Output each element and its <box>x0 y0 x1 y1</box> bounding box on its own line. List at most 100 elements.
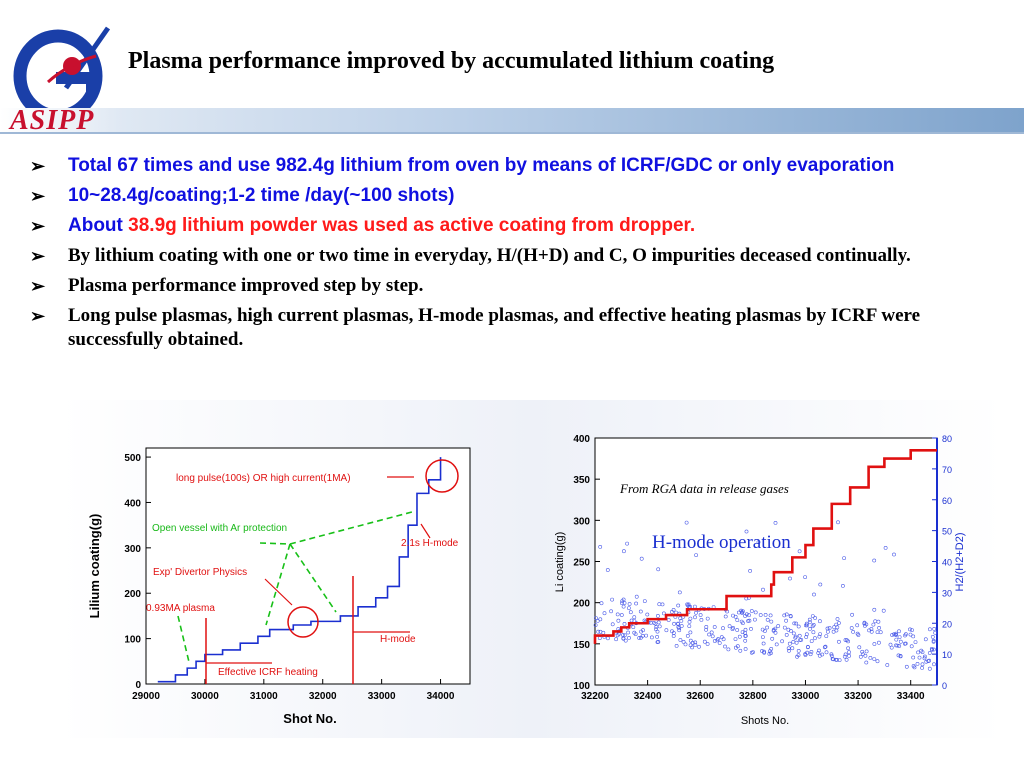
y-tick-label: 300 <box>573 516 590 527</box>
x-tick-label: 29000 <box>132 691 160 702</box>
scatter-point <box>671 634 676 638</box>
scatter-point <box>920 665 925 670</box>
scatter-point <box>840 583 845 588</box>
scatter-point <box>704 624 709 629</box>
scatter-point <box>743 647 748 651</box>
scatter-point <box>621 597 626 602</box>
scatter-point <box>847 653 852 658</box>
scatter-point <box>743 638 748 643</box>
scatter-point <box>677 626 682 631</box>
bullet-text: About <box>68 215 129 236</box>
scatter-point <box>712 625 717 629</box>
scatter-point <box>805 644 810 649</box>
scatter-point <box>878 630 883 635</box>
scatter-point <box>809 649 814 654</box>
scatter-point <box>771 627 776 632</box>
scatter-point <box>723 614 728 619</box>
scatter-point <box>621 633 625 637</box>
bullet-item: ➢ Total 67 times and use 982.4g lithium f… <box>28 154 988 178</box>
scatter-point <box>911 655 916 660</box>
scatter-point <box>645 612 650 617</box>
scatter-point <box>684 520 689 525</box>
scatter-point <box>931 638 936 643</box>
annotation-label: long pulse(100s) OR high current(1MA) <box>176 473 351 484</box>
header-divider <box>0 132 1024 134</box>
scatter-point <box>876 640 881 645</box>
scatter-point <box>933 630 938 635</box>
scatter-point <box>744 612 749 617</box>
scatter-point <box>792 621 797 626</box>
highlight-circle <box>425 459 459 493</box>
scatter-point <box>637 636 642 640</box>
scatter-point <box>837 658 842 663</box>
scatter-point <box>786 646 791 651</box>
scatter-point <box>816 651 821 655</box>
plot-area <box>594 437 938 686</box>
scatter-point <box>774 642 779 647</box>
scatter-point <box>904 664 909 669</box>
y-tick-label: 150 <box>573 640 590 651</box>
arrow-bullet-icon: ➢ <box>30 276 46 296</box>
scatter-point <box>824 650 829 655</box>
scatter-point <box>677 628 682 633</box>
scatter-point <box>810 624 815 629</box>
scatter-point <box>623 638 628 643</box>
highlight-circle <box>287 606 319 638</box>
scatter-point <box>685 602 690 607</box>
scatter-point <box>688 643 693 648</box>
scatter-point <box>690 640 695 645</box>
arrow-bullet-icon: ➢ <box>30 186 46 206</box>
scatter-point <box>872 657 877 662</box>
bullet-item: ➢ Long pulse plasmas, high current plasma… <box>28 304 988 352</box>
bullet-text: By lithium coating with one or two time … <box>68 245 911 266</box>
y-tick-label: 200 <box>573 599 590 610</box>
y-tick-label: 0 <box>135 680 141 691</box>
scatter-point <box>699 617 704 622</box>
scatter-point <box>770 636 775 641</box>
scatter-point <box>910 628 914 633</box>
scatter-point <box>746 613 751 618</box>
scatter-point <box>920 650 925 655</box>
annotation-label: 2.1s H-mode <box>401 538 459 549</box>
scatter-point <box>796 624 801 629</box>
scatter-point <box>786 627 791 632</box>
scatter-point <box>809 639 814 644</box>
scatter-point <box>776 624 781 628</box>
scatter-point <box>685 633 690 638</box>
scatter-point <box>872 642 877 646</box>
scatter-point <box>894 631 899 636</box>
scatter-point <box>622 633 627 638</box>
scatter-point <box>628 610 633 615</box>
scatter-point <box>897 635 902 640</box>
scatter-point <box>803 575 808 580</box>
scatter-point <box>735 618 740 623</box>
scatter-point <box>773 521 778 525</box>
scatter-point <box>693 643 698 647</box>
scatter-point <box>892 552 896 557</box>
scatter-point <box>784 632 789 637</box>
scatter-point <box>761 641 766 646</box>
scatter-point <box>790 646 795 651</box>
scatter-point <box>894 633 898 637</box>
scatter-point <box>634 594 639 599</box>
scatter-point <box>803 652 808 656</box>
scatter-point <box>787 641 792 646</box>
scatter-point <box>810 614 815 619</box>
scatter-point <box>769 646 774 651</box>
scatter-point <box>818 582 823 587</box>
scatter-point <box>598 545 603 549</box>
scatter-point <box>829 652 834 657</box>
scatter-point <box>795 654 800 659</box>
x-tick-label: 32400 <box>634 691 662 702</box>
scatter-point <box>916 650 921 655</box>
scatter-point <box>735 644 740 649</box>
scatter-point <box>807 620 812 625</box>
scatter-point <box>782 613 787 618</box>
scatter-point <box>657 602 662 607</box>
scatter-point <box>885 663 890 667</box>
scatter-point <box>931 647 936 652</box>
scatter-point <box>751 650 755 655</box>
scatter-point <box>917 655 922 660</box>
scatter-point <box>693 640 698 645</box>
scatter-point <box>788 614 793 619</box>
